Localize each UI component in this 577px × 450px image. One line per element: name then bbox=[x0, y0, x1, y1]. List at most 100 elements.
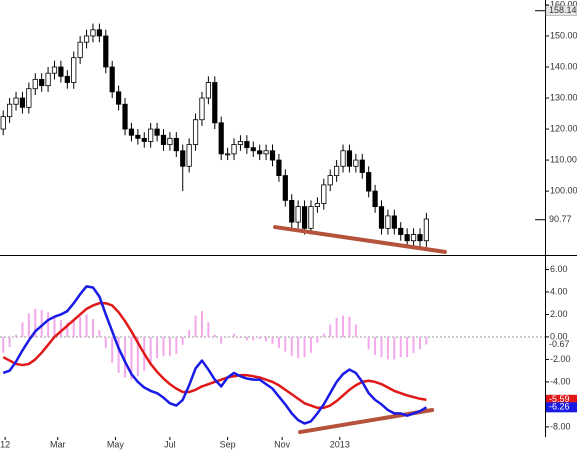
candle-body bbox=[167, 137, 173, 145]
histogram-bar bbox=[117, 336, 120, 373]
histogram-bar bbox=[59, 320, 62, 337]
y-tick-label: 120.00 bbox=[550, 123, 577, 133]
candle-body bbox=[225, 153, 231, 156]
histogram-bar bbox=[271, 336, 274, 344]
histogram-bar bbox=[354, 324, 357, 337]
histogram-bar bbox=[412, 336, 415, 354]
histogram-bar bbox=[85, 314, 88, 337]
candle-body bbox=[19, 97, 26, 108]
price-label-box bbox=[546, 214, 577, 225]
x-tick-label: Jul bbox=[164, 439, 176, 449]
histogram-bar bbox=[40, 309, 43, 337]
histogram-bar bbox=[399, 336, 402, 358]
histogram-bar bbox=[2, 336, 5, 353]
last-value-label-box bbox=[546, 339, 577, 350]
price-label: 158.14 bbox=[549, 5, 577, 15]
candle-body bbox=[404, 234, 410, 242]
histogram-bar bbox=[245, 336, 248, 341]
histogram-bar bbox=[418, 336, 421, 350]
candle-body bbox=[192, 119, 199, 145]
candle-body bbox=[244, 141, 250, 149]
histogram-bar bbox=[181, 336, 184, 345]
x-tick-label: 12 bbox=[0, 439, 10, 449]
histogram-bar bbox=[47, 312, 50, 337]
histogram-bar bbox=[258, 336, 261, 340]
y-tick-label: -2.00 bbox=[550, 354, 571, 364]
price-label-box bbox=[545, 5, 577, 16]
candle-body bbox=[231, 144, 237, 155]
histogram-bar bbox=[329, 324, 332, 337]
candle-body bbox=[26, 88, 32, 108]
histogram-bar bbox=[284, 336, 287, 352]
histogram-bar bbox=[277, 336, 280, 349]
candle-body bbox=[212, 82, 218, 124]
candle-body bbox=[237, 141, 244, 145]
candle-body bbox=[135, 134, 141, 139]
y-tick-label: 6.00 bbox=[550, 264, 568, 274]
candle-body bbox=[199, 97, 205, 121]
histogram-bar bbox=[98, 330, 101, 337]
histogram-bar bbox=[303, 336, 306, 358]
candle-body bbox=[334, 165, 340, 176]
candle-body bbox=[385, 215, 391, 229]
candle-body bbox=[83, 35, 90, 43]
last-value-label: -6.26 bbox=[549, 402, 570, 412]
candle-body bbox=[186, 144, 192, 167]
price-label: 90.77 bbox=[549, 214, 572, 224]
last-value-label-box bbox=[546, 394, 577, 405]
candle-body bbox=[90, 29, 96, 37]
candle-body bbox=[321, 184, 327, 204]
histogram-bar bbox=[72, 320, 75, 337]
candle-body bbox=[180, 150, 186, 167]
histogram-bar bbox=[53, 316, 56, 337]
histogram-bar bbox=[136, 336, 139, 377]
histogram-bar bbox=[322, 333, 325, 337]
candle-body bbox=[32, 79, 38, 90]
candle-body bbox=[64, 75, 70, 83]
candle-body bbox=[109, 66, 115, 93]
last-value-label: -5.59 bbox=[549, 394, 570, 404]
x-tick-label: Mar bbox=[50, 439, 66, 449]
histogram-bar bbox=[380, 336, 383, 358]
candle-body bbox=[250, 147, 256, 152]
candle-body bbox=[77, 41, 83, 59]
candle-body bbox=[122, 103, 128, 130]
histogram-bar bbox=[162, 336, 165, 357]
histogram-bar bbox=[34, 308, 37, 337]
histogram-bar bbox=[348, 316, 351, 337]
histogram-bar bbox=[309, 336, 312, 353]
histogram-bar bbox=[8, 336, 11, 348]
candle-body bbox=[423, 218, 429, 242]
histogram-bar bbox=[342, 315, 345, 337]
candle-body bbox=[96, 29, 102, 37]
x-tick-label: May bbox=[107, 439, 125, 449]
candle-body bbox=[39, 79, 45, 87]
histogram-bar bbox=[220, 336, 223, 344]
series-line bbox=[2, 285, 428, 425]
histogram-bar bbox=[316, 336, 319, 343]
y-tick-label: 4.00 bbox=[550, 286, 568, 296]
y-tick-label: 2.00 bbox=[550, 309, 568, 319]
candle-body bbox=[372, 190, 378, 208]
candle-body bbox=[148, 128, 154, 142]
last-value-label-box bbox=[546, 402, 577, 413]
histogram-bar bbox=[335, 317, 338, 337]
y-tick-label: 110.00 bbox=[550, 154, 577, 164]
candle-body bbox=[71, 57, 77, 83]
candle-body bbox=[45, 72, 51, 87]
histogram-bar bbox=[290, 336, 293, 357]
histogram-bar bbox=[156, 336, 159, 359]
candle-body bbox=[359, 159, 365, 173]
histogram-bar bbox=[265, 336, 268, 342]
histogram-bar bbox=[21, 322, 24, 337]
candle-body bbox=[257, 150, 263, 155]
y-tick-label: 140.00 bbox=[550, 61, 577, 71]
candle-body bbox=[366, 172, 372, 192]
histogram-bar bbox=[233, 333, 236, 337]
series-line bbox=[2, 301, 427, 410]
histogram-bar bbox=[27, 313, 30, 337]
histogram-bar bbox=[149, 336, 152, 364]
candle-body bbox=[282, 175, 288, 201]
